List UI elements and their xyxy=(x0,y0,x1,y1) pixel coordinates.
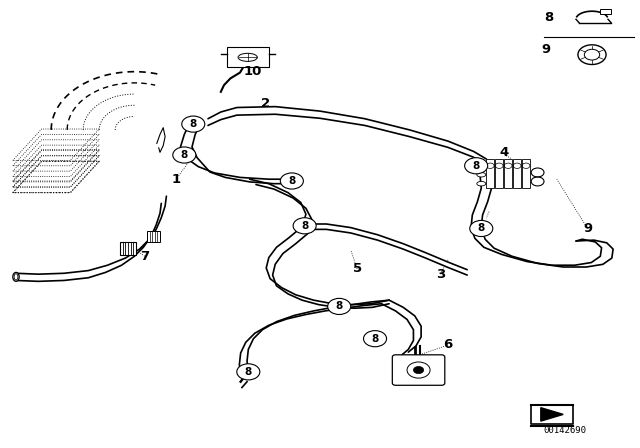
Text: 9: 9 xyxy=(541,43,550,56)
Text: 9: 9 xyxy=(583,222,592,235)
Circle shape xyxy=(237,364,260,380)
Text: 7: 7 xyxy=(140,250,149,263)
Text: 8: 8 xyxy=(288,176,296,186)
Circle shape xyxy=(578,45,606,65)
Text: 5: 5 xyxy=(353,262,362,276)
Text: 8: 8 xyxy=(301,221,308,231)
Text: 8: 8 xyxy=(472,161,480,171)
Bar xyxy=(227,47,269,67)
Ellipse shape xyxy=(14,274,18,280)
Bar xyxy=(495,159,503,188)
Ellipse shape xyxy=(238,53,257,61)
Circle shape xyxy=(328,298,351,314)
FancyBboxPatch shape xyxy=(392,355,445,385)
Text: 3: 3 xyxy=(436,267,445,281)
Bar xyxy=(600,9,611,14)
Bar xyxy=(522,159,530,188)
Text: 8: 8 xyxy=(189,119,197,129)
Text: 2: 2 xyxy=(261,96,270,110)
Text: 8: 8 xyxy=(244,367,252,377)
Bar xyxy=(147,231,160,242)
Text: 00142690: 00142690 xyxy=(543,426,587,435)
Circle shape xyxy=(293,218,316,234)
Text: 1: 1 xyxy=(172,172,180,186)
Bar xyxy=(513,159,521,188)
Text: 8: 8 xyxy=(371,334,379,344)
Circle shape xyxy=(182,116,205,132)
Bar xyxy=(120,242,136,255)
Circle shape xyxy=(413,366,424,374)
Text: 4: 4 xyxy=(500,146,509,159)
Circle shape xyxy=(470,220,493,237)
Text: 8: 8 xyxy=(477,224,485,233)
Ellipse shape xyxy=(13,272,19,281)
Circle shape xyxy=(465,158,488,174)
Circle shape xyxy=(280,173,303,189)
Text: 10: 10 xyxy=(244,65,262,78)
Text: 8: 8 xyxy=(545,11,554,25)
Ellipse shape xyxy=(477,172,486,177)
Bar xyxy=(486,159,494,188)
Polygon shape xyxy=(541,408,563,421)
Ellipse shape xyxy=(477,164,486,168)
Text: 6: 6 xyxy=(444,338,452,352)
Circle shape xyxy=(173,147,196,163)
Text: 8: 8 xyxy=(335,302,343,311)
Text: 8: 8 xyxy=(180,150,188,160)
Bar xyxy=(504,159,512,188)
Ellipse shape xyxy=(477,181,486,186)
Circle shape xyxy=(364,331,387,347)
